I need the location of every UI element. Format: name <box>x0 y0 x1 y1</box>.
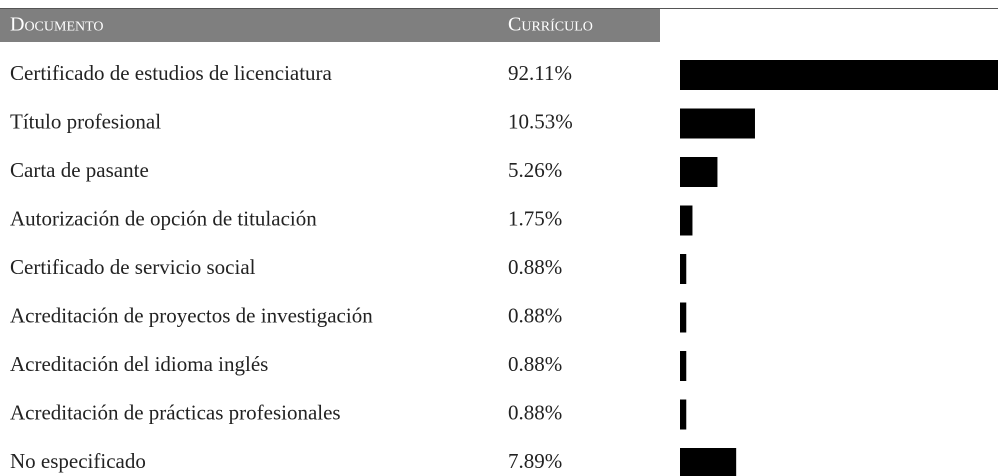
row-label: Título profesional <box>10 109 161 133</box>
row-label: Acreditación del idioma inglés <box>10 352 268 376</box>
bar <box>680 108 755 139</box>
value-label: 0.88% <box>508 352 562 376</box>
value-label: 10.53% <box>508 109 573 133</box>
value-label: 0.88% <box>508 400 562 424</box>
column-header: Currículo <box>508 14 593 36</box>
bar <box>680 448 737 476</box>
row-label: Certificado de servicio social <box>10 255 256 279</box>
value-label: 7.89% <box>508 449 562 473</box>
row-label: Acreditación de prácticas profesionales <box>10 400 341 424</box>
bar <box>680 302 687 333</box>
row-label: Acreditación de proyectos de investigaci… <box>10 303 373 327</box>
row-label: No especificado <box>10 449 146 473</box>
bar <box>680 157 718 187</box>
row-label: Carta de pasante <box>10 158 149 182</box>
value-label: 92.11% <box>508 61 572 85</box>
row-label: Certificado de estudios de licenciatura <box>10 61 333 85</box>
value-label: 0.88% <box>508 255 562 279</box>
bar <box>680 205 693 236</box>
column-header: Documento <box>10 14 104 36</box>
bar <box>680 60 998 90</box>
bar <box>680 351 687 381</box>
value-label: 0.88% <box>508 303 562 327</box>
row-label: Autorización de opción de titulación <box>10 206 317 230</box>
header-band <box>0 9 660 42</box>
bar <box>680 254 687 284</box>
bar-area <box>680 60 998 476</box>
bar <box>680 399 687 430</box>
value-label: 5.26% <box>508 158 562 182</box>
value-label: 1.75% <box>508 206 562 230</box>
